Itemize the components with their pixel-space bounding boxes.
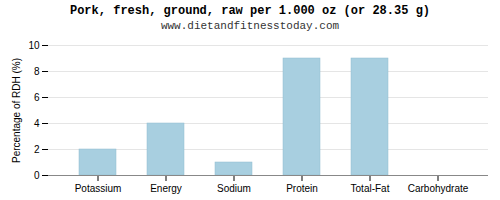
svg-text:Energy: Energy — [150, 183, 182, 194]
svg-text:Protein: Protein — [286, 183, 318, 194]
svg-text:Carbohydrate: Carbohydrate — [408, 183, 469, 194]
svg-text:Percentage of RDH (%): Percentage of RDH (%) — [11, 58, 22, 163]
svg-text:0: 0 — [34, 170, 40, 181]
svg-text:Sodium: Sodium — [217, 183, 251, 194]
html-text:www.dietandfitnesstoday.com: www.dietandfitnesstoday.com — [160, 20, 340, 32]
svg-text:10: 10 — [28, 40, 40, 51]
svg-text:4: 4 — [34, 118, 40, 129]
svg-text:Potassium: Potassium — [75, 183, 122, 194]
svg-text:2: 2 — [34, 144, 40, 155]
svg-text:Total-Fat: Total-Fat — [351, 183, 390, 194]
svg-text:6: 6 — [34, 92, 40, 103]
svg-text:8: 8 — [34, 66, 40, 77]
html-text:Pork, fresh, ground, raw per 1: Pork, fresh, ground, raw per 1.000 oz (o… — [70, 4, 430, 18]
